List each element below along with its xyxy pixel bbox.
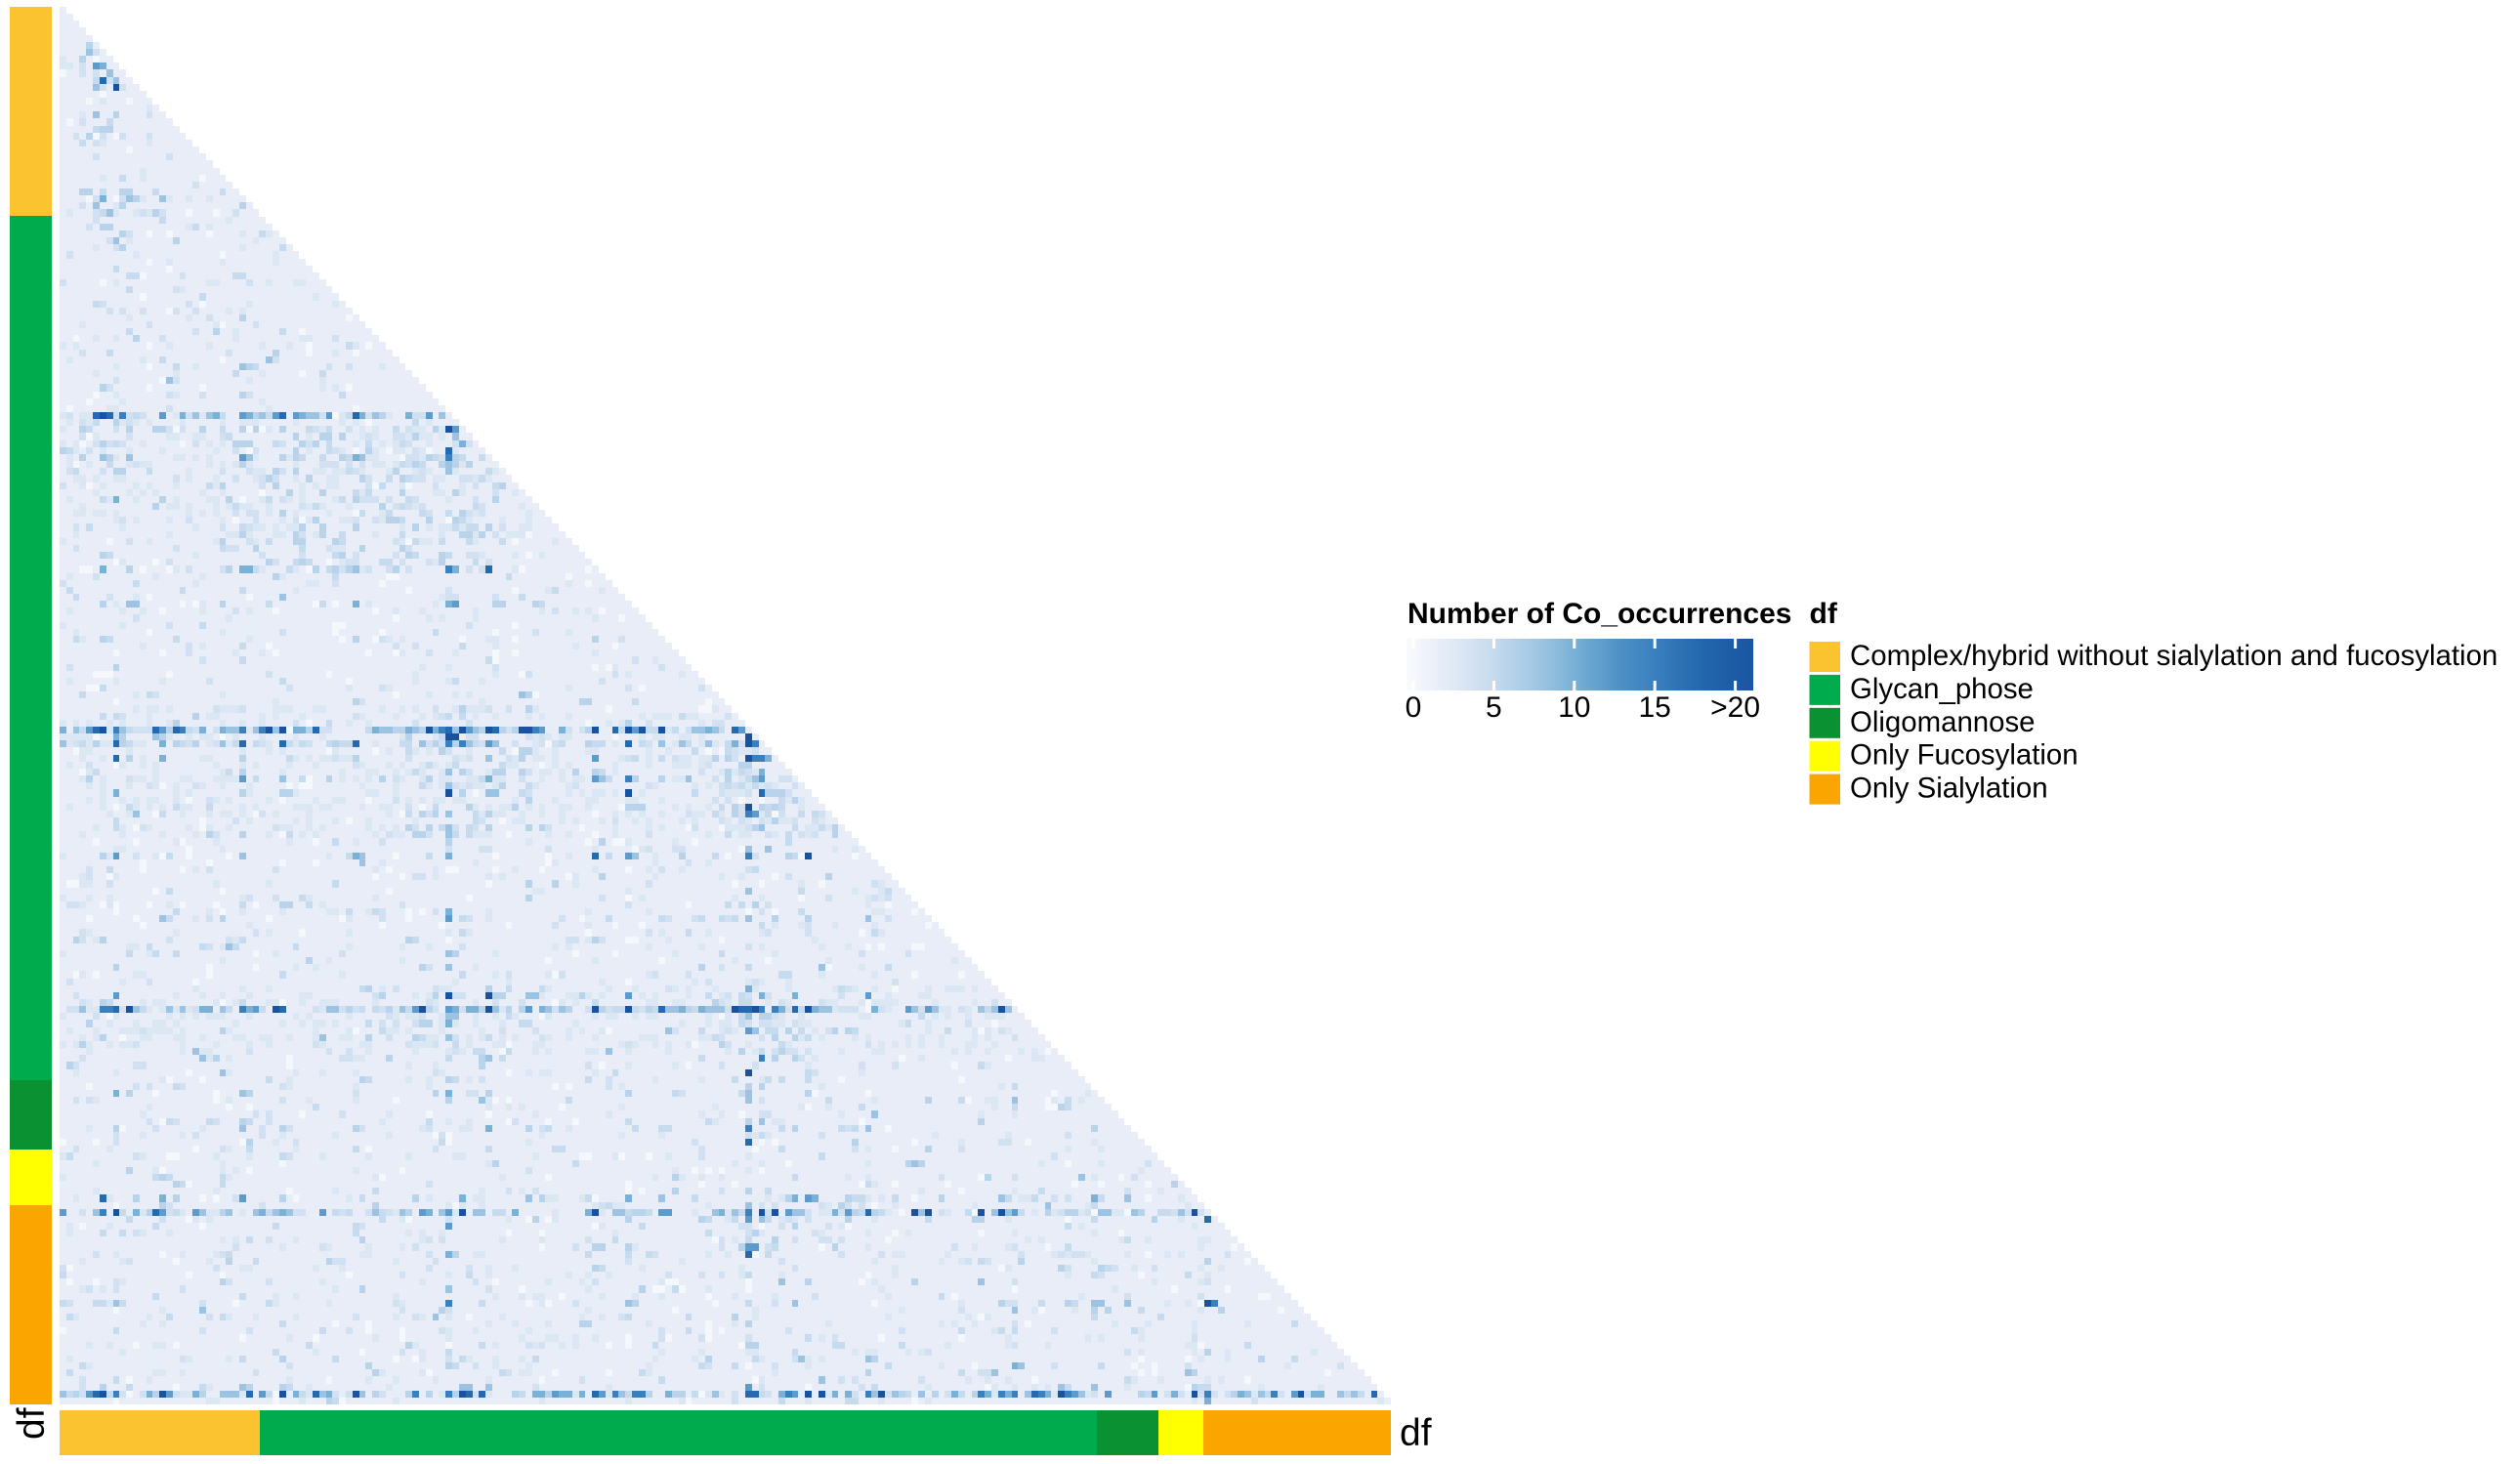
svg-text:Glycan_phose: Glycan_phose [1850, 673, 2034, 705]
svg-text:15: 15 [1639, 691, 1671, 724]
svg-text:df: df [1810, 598, 1838, 630]
svg-text:0: 0 [1406, 691, 1422, 724]
svg-text:df: df [11, 1407, 53, 1440]
svg-text:Only Sialylation: Only Sialylation [1850, 773, 2048, 805]
svg-text:Complex/hybrid without sialyla: Complex/hybrid without sialylation and f… [1850, 640, 2498, 672]
svg-text:>20: >20 [1710, 691, 1760, 724]
svg-text:5: 5 [1486, 691, 1502, 724]
svg-text:Oligomannose: Oligomannose [1850, 706, 2036, 738]
svg-text:Number of Co_occurrences: Number of Co_occurrences [1407, 598, 1791, 630]
svg-text:df: df [1400, 1412, 1432, 1454]
svg-text:10: 10 [1558, 691, 1590, 724]
svg-text:Only Fucosylation: Only Fucosylation [1850, 739, 2079, 772]
